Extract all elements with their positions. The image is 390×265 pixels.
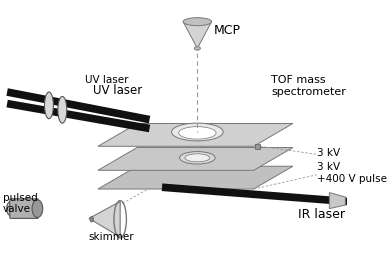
Text: 3 kV: 3 kV (317, 148, 340, 157)
Text: TOF mass
spectrometer: TOF mass spectrometer (271, 75, 346, 97)
Ellipse shape (194, 47, 200, 50)
Polygon shape (98, 148, 293, 170)
Text: 3 kV
+400 V pulse: 3 kV +400 V pulse (317, 162, 387, 184)
Text: pulsed
valve: pulsed valve (3, 193, 37, 214)
FancyBboxPatch shape (10, 199, 38, 218)
Ellipse shape (32, 200, 43, 218)
Ellipse shape (179, 152, 215, 164)
Polygon shape (329, 193, 346, 209)
Polygon shape (89, 201, 120, 237)
Text: MCP: MCP (213, 24, 240, 37)
Ellipse shape (172, 123, 223, 141)
Ellipse shape (183, 18, 212, 26)
Text: UV laser: UV laser (85, 76, 128, 85)
Ellipse shape (58, 96, 67, 123)
Polygon shape (98, 123, 293, 146)
Text: skimmer: skimmer (89, 232, 134, 241)
Polygon shape (183, 22, 212, 48)
Bar (255, 144, 260, 149)
Ellipse shape (44, 92, 53, 119)
Text: IR laser: IR laser (298, 208, 345, 221)
Polygon shape (98, 166, 293, 189)
Ellipse shape (185, 154, 210, 162)
Ellipse shape (179, 127, 216, 139)
Ellipse shape (7, 201, 15, 216)
Text: UV laser: UV laser (94, 84, 143, 97)
Ellipse shape (90, 217, 94, 222)
